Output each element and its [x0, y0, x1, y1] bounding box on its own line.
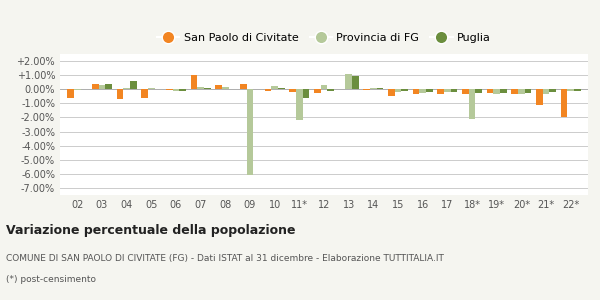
- Bar: [395, 89, 401, 92]
- Legend: San Paolo di Civitate, Provincia di FG, Puglia: San Paolo di Civitate, Provincia di FG, …: [152, 28, 496, 47]
- Bar: [191, 75, 197, 89]
- Bar: [240, 84, 247, 89]
- Bar: [426, 89, 433, 92]
- Bar: [525, 89, 532, 94]
- Bar: [401, 89, 408, 92]
- Bar: [543, 89, 550, 94]
- Bar: [80, 88, 87, 89]
- Bar: [229, 88, 235, 89]
- Bar: [296, 89, 302, 120]
- Bar: [271, 86, 278, 89]
- Bar: [574, 89, 581, 92]
- Bar: [302, 89, 310, 98]
- Bar: [92, 84, 98, 89]
- Bar: [475, 89, 482, 94]
- Bar: [320, 85, 328, 89]
- Bar: [74, 89, 80, 90]
- Bar: [98, 85, 105, 89]
- Bar: [346, 74, 352, 89]
- Bar: [204, 88, 211, 89]
- Bar: [536, 89, 543, 105]
- Bar: [314, 89, 320, 93]
- Bar: [116, 89, 123, 99]
- Bar: [105, 84, 112, 89]
- Bar: [130, 81, 137, 89]
- Bar: [352, 76, 359, 89]
- Bar: [328, 89, 334, 91]
- Bar: [462, 89, 469, 94]
- Bar: [413, 89, 419, 94]
- Bar: [419, 89, 426, 93]
- Bar: [388, 89, 395, 96]
- Text: Variazione percentuale della popolazione: Variazione percentuale della popolazione: [6, 224, 296, 237]
- Bar: [437, 89, 444, 94]
- Bar: [550, 89, 556, 92]
- Bar: [247, 89, 253, 175]
- Bar: [278, 88, 284, 89]
- Bar: [289, 89, 296, 92]
- Bar: [568, 89, 574, 91]
- Bar: [141, 89, 148, 98]
- Bar: [370, 88, 377, 89]
- Bar: [265, 89, 271, 91]
- Bar: [148, 88, 155, 89]
- Bar: [451, 89, 457, 92]
- Bar: [469, 89, 475, 119]
- Bar: [364, 89, 370, 90]
- Bar: [155, 88, 161, 89]
- Bar: [511, 89, 518, 94]
- Bar: [487, 89, 493, 94]
- Bar: [500, 89, 507, 94]
- Bar: [173, 89, 179, 91]
- Bar: [518, 89, 525, 94]
- Bar: [253, 88, 260, 89]
- Bar: [197, 87, 204, 89]
- Bar: [377, 88, 383, 89]
- Bar: [67, 89, 74, 98]
- Bar: [222, 87, 229, 89]
- Bar: [166, 89, 173, 90]
- Bar: [338, 88, 346, 89]
- Bar: [215, 85, 222, 89]
- Bar: [493, 89, 500, 94]
- Bar: [561, 89, 568, 117]
- Bar: [444, 89, 451, 92]
- Text: (*) post-censimento: (*) post-censimento: [6, 275, 96, 284]
- Bar: [179, 89, 186, 92]
- Text: COMUNE DI SAN PAOLO DI CIVITATE (FG) - Dati ISTAT al 31 dicembre - Elaborazione : COMUNE DI SAN PAOLO DI CIVITATE (FG) - D…: [6, 254, 444, 263]
- Bar: [123, 88, 130, 89]
